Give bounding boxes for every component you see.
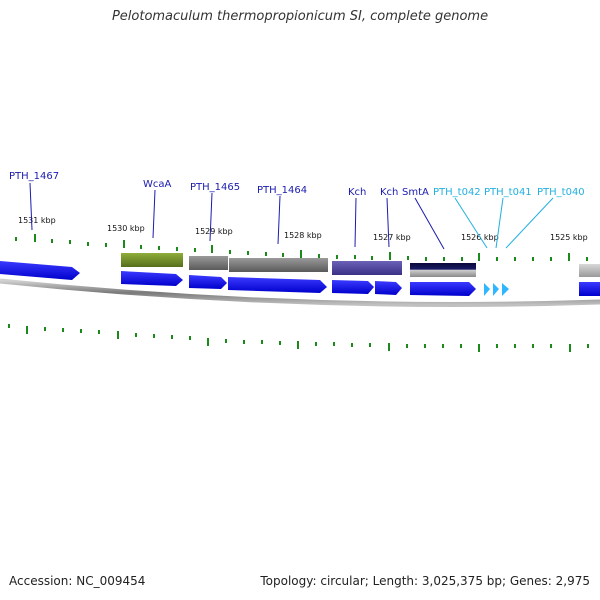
scale-label: 1525 kbp — [550, 233, 588, 242]
smta-feature — [410, 263, 476, 277]
cds-arrow-wcaa — [121, 271, 183, 286]
scale-label: 1529 kbp — [195, 227, 233, 236]
wcaa-feature — [121, 253, 183, 267]
gene-label-pth-t042: PTH_t042 — [433, 187, 481, 198]
genome-backbone — [0, 278, 600, 307]
cds-arrow-smta — [410, 282, 476, 296]
scale-label: 1530 kbp — [107, 224, 145, 233]
gene-label-pth-t041: PTH_t041 — [484, 187, 532, 198]
trna-arrow-t042 — [484, 283, 490, 296]
cds-arrow-pth-1467 — [0, 261, 80, 280]
trna-arrow-t041 — [493, 283, 499, 296]
cds-arrow-pth-1464 — [228, 277, 327, 293]
gene-label-pth-1464: PTH_1464 — [257, 185, 307, 196]
pth-1464-feature — [229, 258, 328, 272]
scale-label: 1528 kbp — [284, 231, 322, 240]
gene-label-pth-1467: PTH_1467 — [9, 171, 59, 182]
feature-track — [121, 253, 600, 277]
kch-feature — [332, 261, 402, 275]
scale-label: 1527 kbp — [373, 233, 411, 242]
genome-summary-text: Topology: circular; Length: 3,025,375 bp… — [260, 574, 590, 588]
gene-label-smta: SmtA — [402, 187, 429, 198]
label-leader-lines — [29, 182, 554, 250]
cds-track — [0, 261, 600, 296]
cds-arrow-pth-1465 — [189, 275, 227, 289]
gene-label-pth-1465: PTH_1465 — [190, 182, 240, 193]
trna-track — [484, 283, 509, 296]
cds-arrow-kch-2 — [375, 281, 402, 295]
cds-arrow-right-edge — [579, 282, 600, 296]
scale-label: 1531 kbp — [18, 216, 56, 225]
map-title: Pelotomaculum thermopropionicum SI, comp… — [111, 9, 489, 24]
gene-label-kch: Kch — [380, 187, 398, 198]
gene-label-wcaa: WcaA — [143, 179, 172, 190]
cds-arrow-kch-1 — [332, 280, 374, 294]
feature-right-edge — [579, 264, 600, 277]
gene-label-kch: Kch — [348, 187, 366, 198]
outer-scale-ticks — [15, 234, 588, 261]
accession-text: Accession: NC_009454 — [9, 574, 146, 588]
pth-1465-feature — [189, 256, 228, 270]
trna-arrow-t040 — [502, 283, 509, 296]
gene-label-pth-t040: PTH_t040 — [537, 187, 585, 198]
inner-scale-ticks — [8, 324, 589, 352]
